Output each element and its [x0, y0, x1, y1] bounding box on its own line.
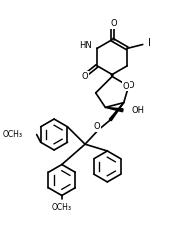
Polygon shape — [109, 102, 124, 121]
Text: HN: HN — [79, 41, 92, 50]
Polygon shape — [105, 108, 123, 112]
Text: O: O — [127, 81, 134, 90]
Text: OCH₃: OCH₃ — [52, 203, 72, 212]
Text: O: O — [122, 82, 129, 91]
Text: OCH₃: OCH₃ — [3, 130, 23, 139]
Text: O: O — [111, 19, 117, 28]
Text: O: O — [81, 72, 88, 81]
Text: OH: OH — [132, 106, 144, 115]
Text: O: O — [93, 122, 100, 131]
Text: I: I — [148, 38, 150, 48]
Polygon shape — [111, 74, 113, 77]
